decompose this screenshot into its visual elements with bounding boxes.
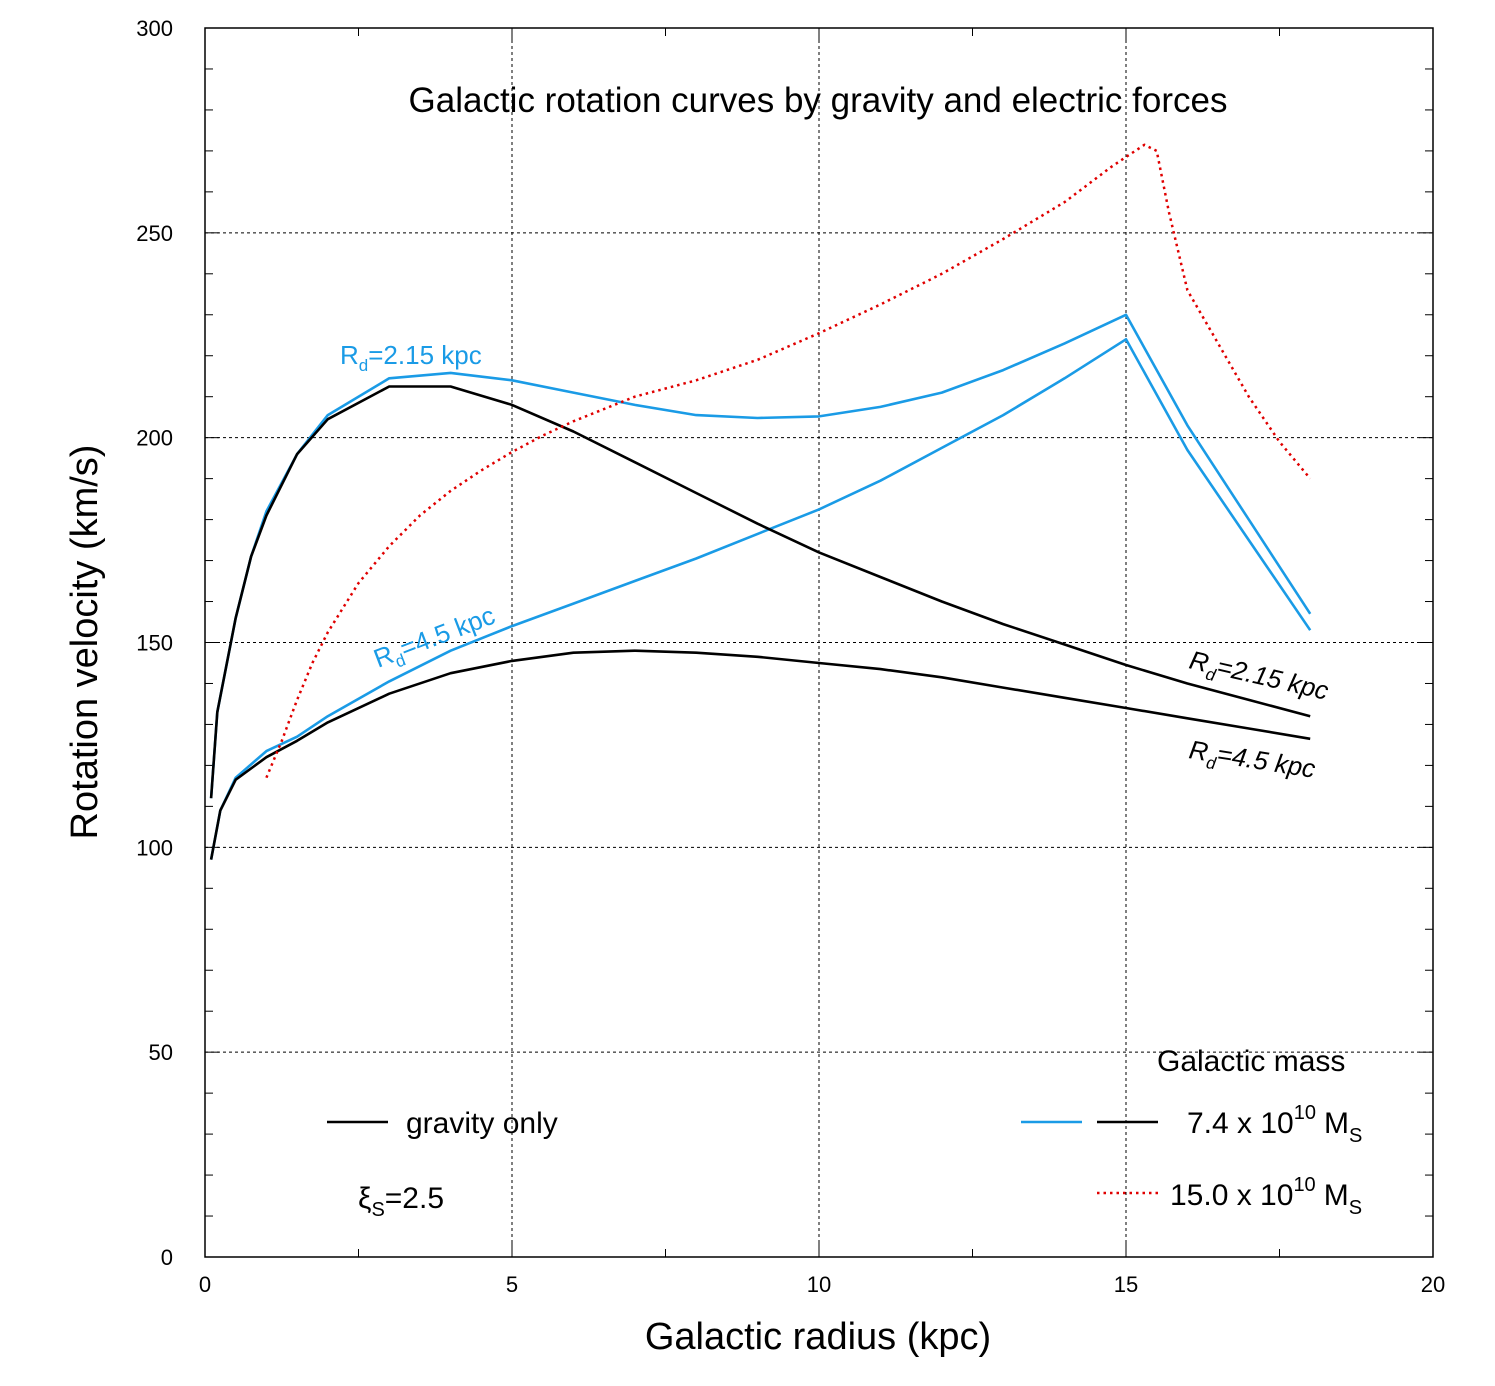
series-line-1 <box>209 338 1312 860</box>
grid-lines <box>205 28 1433 1257</box>
chart-title: Galactic rotation curves by gravity and … <box>409 81 1228 120</box>
y-tick-label-300: 300 <box>136 16 173 41</box>
x-tick-label-5: 5 <box>506 1272 518 1297</box>
y-tick-label-250: 250 <box>136 221 173 246</box>
y-tick-label-150: 150 <box>136 631 173 656</box>
plot-frame <box>204 27 1434 1258</box>
legend: gravity only ξS=2.5 Galactic mass 7.4 x … <box>327 1045 1362 1221</box>
series-line-3 <box>209 649 1311 860</box>
y-tick-label-0: 0 <box>161 1245 173 1270</box>
x-axis-title: Galactic radius (kpc) <box>645 1316 991 1358</box>
x-tick-label-10: 10 <box>807 1272 831 1297</box>
series-line-2 <box>209 385 1311 799</box>
legend-mass2: 15.0 x 1010 MS <box>1170 1174 1362 1219</box>
series-line-4 <box>265 143 1312 779</box>
legend-heading: Galactic mass <box>1157 1045 1345 1078</box>
legend-gravity-only: gravity only <box>406 1107 558 1140</box>
legend-mass1: 7.4 x 1010 MS <box>1187 1102 1362 1147</box>
y-axis-title: Rotation velocity (km/s) <box>64 445 106 840</box>
x-tick-label-0: 0 <box>199 1272 211 1297</box>
x-tick-label-20: 20 <box>1421 1272 1445 1297</box>
x-tick-label-15: 15 <box>1114 1272 1138 1297</box>
parameter-xi: ξS=2.5 <box>358 1182 444 1221</box>
label-rd215-blue: Rd=2.15 kpc <box>340 340 482 375</box>
y-tick-label-100: 100 <box>136 835 173 860</box>
data-series <box>209 143 1312 860</box>
y-tick-label-50: 50 <box>149 1040 173 1065</box>
minor-ticks <box>204 27 1434 1258</box>
y-tick-label-200: 200 <box>136 426 173 451</box>
